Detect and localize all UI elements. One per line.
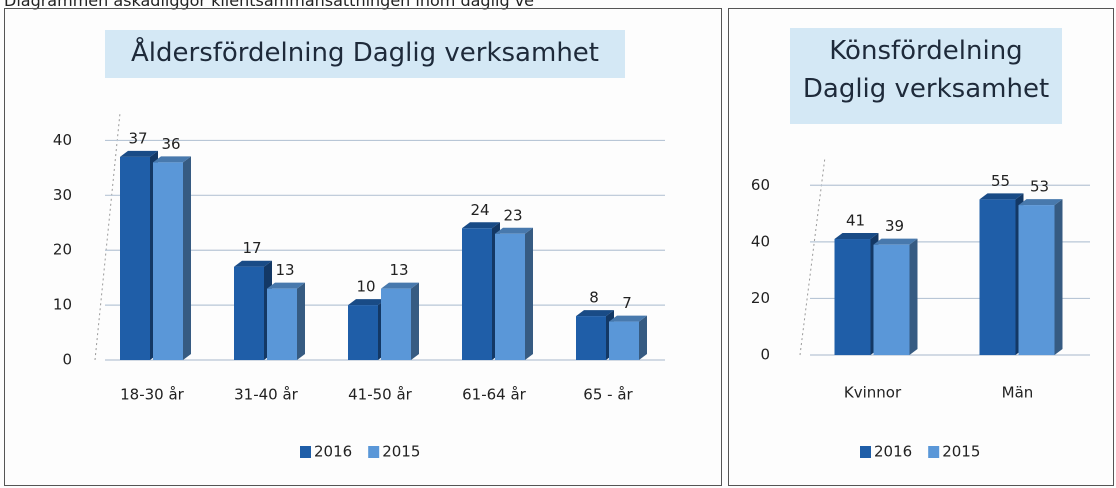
bar-top (348, 299, 386, 306)
bar-side (411, 282, 419, 360)
axis-wall (799, 156, 826, 356)
y-tick-label: 20 (53, 241, 72, 259)
data-label: 41 (846, 212, 865, 230)
bar-top (234, 260, 272, 267)
x-tick-label: 31-40 år (234, 386, 299, 404)
y-tick-label: 10 (53, 296, 72, 314)
legend-swatch (300, 446, 311, 458)
bar-top (153, 156, 191, 163)
data-label: 10 (356, 278, 375, 296)
y-tick-label: 60 (751, 176, 770, 194)
bar-top (120, 150, 158, 157)
bar (153, 162, 183, 360)
bar-side (297, 282, 305, 360)
bar-top (979, 193, 1024, 200)
bar-side (909, 238, 918, 355)
bar-side (183, 156, 191, 360)
legend-swatch (368, 446, 380, 458)
x-tick-label: 65 - år (583, 386, 633, 404)
bar (979, 199, 1016, 355)
data-label: 37 (128, 129, 147, 147)
legend-label: 2015 (942, 443, 980, 461)
bar-top (576, 310, 614, 317)
bar-side (1054, 199, 1063, 355)
x-tick-label: 61-64 år (462, 386, 527, 404)
bar-top (609, 315, 647, 322)
bar (1018, 205, 1055, 355)
bar (576, 316, 606, 360)
bar (381, 288, 411, 360)
bar-top (495, 227, 533, 234)
data-label: 36 (161, 135, 180, 153)
chart-frame (4, 8, 722, 486)
x-tick-label: 41-50 år (348, 386, 413, 404)
bar-top (834, 233, 879, 240)
y-tick-label: 40 (751, 232, 770, 250)
chart-frame (728, 8, 1114, 486)
data-label: 24 (470, 201, 489, 219)
legend-label: 2015 (382, 443, 420, 461)
data-label: 39 (885, 217, 904, 235)
legend-swatch (860, 446, 871, 458)
data-label: 17 (242, 239, 261, 257)
data-label: 23 (503, 206, 522, 224)
legend-label: 2016 (874, 443, 912, 461)
bar-top (381, 282, 419, 289)
y-tick-label: 0 (760, 346, 770, 364)
bar (873, 244, 910, 355)
y-tick-label: 40 (53, 131, 72, 149)
bar (495, 233, 525, 360)
bar (348, 305, 378, 360)
bar-top (462, 222, 500, 229)
bar (120, 156, 150, 360)
x-tick-label: Män (1002, 384, 1034, 402)
data-label: 13 (389, 261, 408, 279)
bar-top (267, 282, 305, 289)
x-tick-label: Kvinnor (844, 384, 902, 402)
bar-top (873, 238, 918, 245)
bar-top (1018, 199, 1063, 206)
axis-wall (94, 112, 121, 361)
bar-side (639, 315, 647, 360)
caption: Diagrammen åskådliggör klientsammansättn… (4, 0, 535, 10)
chart-title: Könsfördelning Daglig verksamhet (790, 28, 1062, 124)
y-tick-label: 0 (62, 351, 72, 369)
bar (609, 321, 639, 360)
data-label: 8 (589, 289, 599, 307)
x-tick-label: 18-30 år (120, 386, 185, 404)
data-label: 7 (622, 294, 632, 312)
bar (267, 288, 297, 360)
bar (234, 266, 264, 360)
data-label: 53 (1030, 178, 1049, 196)
legend-label: 2016 (314, 443, 352, 461)
bar (462, 228, 492, 360)
y-tick-label: 30 (53, 186, 72, 204)
bar-side (525, 227, 533, 360)
bar (834, 239, 871, 355)
y-tick-label: 20 (751, 289, 770, 307)
legend-swatch (928, 446, 940, 458)
data-label: 55 (991, 172, 1010, 190)
chart-title: Åldersfördelning Daglig verksamhet (105, 30, 625, 78)
data-label: 13 (275, 261, 294, 279)
